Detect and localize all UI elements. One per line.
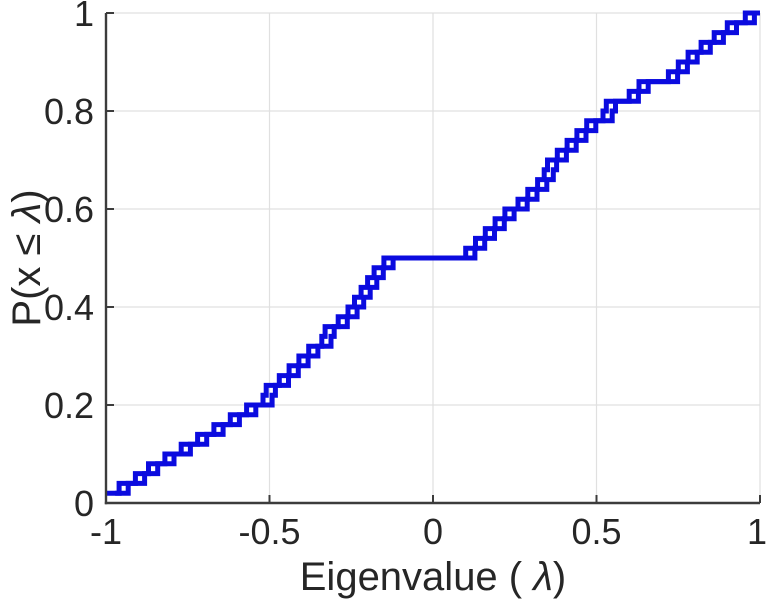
y-tick-label: 0.4 (44, 287, 94, 328)
x-tick-label: -0.5 (238, 511, 300, 552)
ecdf-curves (106, 10, 760, 496)
ecdf-curve-2 (115, 10, 760, 496)
x-tick-labels: -1 -0.5 0 0.5 1 (90, 511, 767, 552)
y-tick-labels: 0 0.2 0.4 0.6 0.8 1 (44, 0, 94, 524)
x-tick-label: -1 (90, 511, 122, 552)
y-tick-label: 0.8 (44, 91, 94, 132)
gridlines (106, 12, 761, 503)
y-axis-label: P(x ≤ λ) (5, 189, 49, 326)
y-tick-label: 0.2 (44, 385, 94, 426)
y-tick-marks (106, 12, 114, 504)
y-tick-label: 0.6 (44, 189, 94, 230)
x-tick-marks (105, 495, 761, 503)
x-axis-label: Eigenvalue ( λ) (300, 555, 567, 599)
y-tick-label: 1 (74, 0, 94, 34)
y-tick-label: 0 (74, 483, 94, 524)
x-tick-label: 0 (423, 511, 443, 552)
axes (104, 12, 761, 505)
x-tick-label: 0.5 (571, 511, 621, 552)
x-tick-label: 1 (747, 511, 767, 552)
